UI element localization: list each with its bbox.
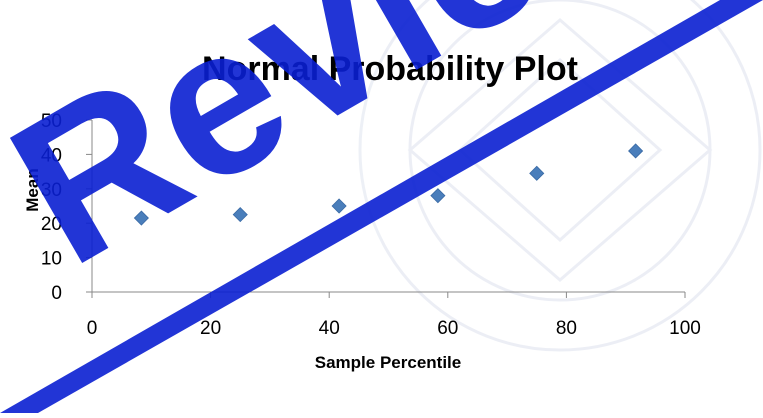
x-tick-label: 80 (556, 318, 577, 339)
x-tick-label: 0 (87, 318, 98, 339)
data-point (133, 210, 149, 226)
data-point (628, 143, 644, 159)
x-tick-label: 100 (669, 318, 701, 339)
y-tick-label: 20 (41, 214, 62, 235)
data-point (529, 165, 545, 181)
data-point (331, 198, 347, 214)
y-tick-label: 10 (41, 249, 62, 270)
y-tick-label: 40 (41, 145, 62, 166)
background-emblem (358, 0, 762, 352)
watermark-text: Review (0, 0, 720, 309)
x-tick-label: 20 (200, 318, 221, 339)
data-point (430, 188, 446, 204)
x-axis-label: Sample Percentile (315, 353, 461, 372)
axes (86, 119, 686, 298)
tick-labels: 0 20 40 60 80 100 0 10 20 30 40 50 (41, 111, 701, 339)
data-point (232, 207, 248, 223)
y-axis-label: Mean (23, 168, 42, 211)
x-tick-label: 40 (319, 318, 340, 339)
data-points (133, 143, 644, 226)
y-tick-label: 30 (41, 180, 62, 201)
chart-title: Normal Probability Plot (202, 50, 578, 88)
x-tick-label: 60 (437, 318, 458, 339)
y-tick-label: 50 (41, 111, 62, 132)
y-tick-label: 0 (51, 283, 62, 304)
